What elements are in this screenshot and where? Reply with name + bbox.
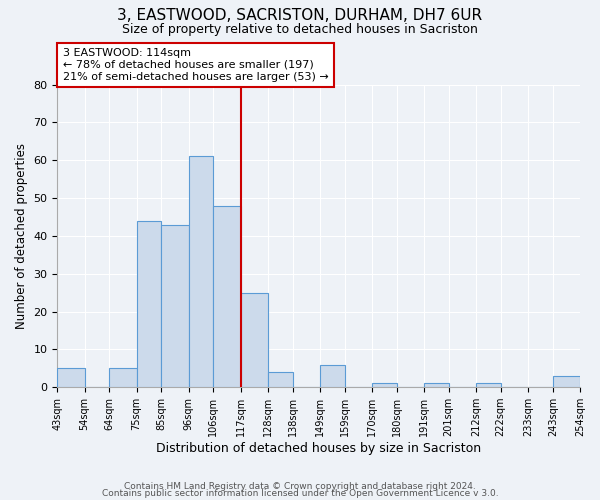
- Bar: [214, 206, 241, 387]
- Text: Contains public sector information licensed under the Open Government Licence v : Contains public sector information licen…: [101, 490, 499, 498]
- Bar: [188, 156, 214, 387]
- X-axis label: Distribution of detached houses by size in Sacriston: Distribution of detached houses by size …: [156, 442, 481, 455]
- Y-axis label: Number of detached properties: Number of detached properties: [15, 143, 28, 329]
- Bar: [268, 372, 293, 387]
- Bar: [553, 376, 580, 387]
- Text: 3 EASTWOOD: 114sqm
← 78% of detached houses are smaller (197)
21% of semi-detach: 3 EASTWOOD: 114sqm ← 78% of detached hou…: [62, 48, 328, 82]
- Bar: [476, 384, 501, 387]
- Bar: [109, 368, 137, 387]
- Bar: [161, 224, 188, 387]
- Bar: [424, 384, 449, 387]
- Bar: [137, 221, 161, 387]
- Bar: [241, 292, 268, 387]
- Bar: [58, 368, 85, 387]
- Text: Contains HM Land Registry data © Crown copyright and database right 2024.: Contains HM Land Registry data © Crown c…: [124, 482, 476, 491]
- Bar: [320, 364, 345, 387]
- Text: Size of property relative to detached houses in Sacriston: Size of property relative to detached ho…: [122, 22, 478, 36]
- Text: 3, EASTWOOD, SACRISTON, DURHAM, DH7 6UR: 3, EASTWOOD, SACRISTON, DURHAM, DH7 6UR: [118, 8, 482, 22]
- Bar: [372, 384, 397, 387]
